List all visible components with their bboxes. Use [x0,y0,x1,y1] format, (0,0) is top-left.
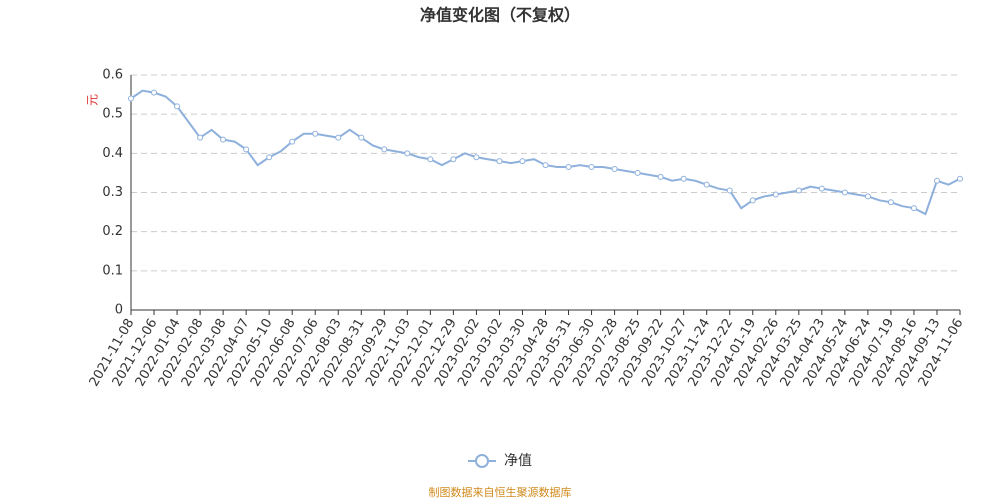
point-marker [427,156,434,163]
source-note: 制图数据来自恒生聚源数据库 [429,485,572,499]
point-marker [450,156,457,163]
point-marker [565,164,572,171]
point-marker [887,199,894,206]
chart-title: 净值变化图（不复权） [420,6,580,25]
point-marker [542,162,549,169]
y-tick-label: 0 [115,303,123,318]
point-marker [910,205,917,212]
point-marker [611,166,618,172]
point-marker [588,164,595,171]
point-marker [128,95,134,102]
point-marker [772,191,779,198]
point-marker [749,197,756,204]
point-marker [358,134,365,141]
point-marker [312,130,319,137]
point-marker [818,185,825,192]
point-marker [519,158,526,165]
y-tick-label: 0.3 [102,185,123,200]
point-marker [473,154,480,161]
point-marker [243,146,250,153]
point-marker [496,158,503,165]
point-marker [174,103,181,110]
point-marker [289,138,296,145]
point-marker [335,134,342,141]
point-marker [795,187,802,194]
legend-marker [475,454,489,468]
line [130,89,961,216]
point-marker [657,173,664,180]
point-marker [404,150,411,157]
point-marker [220,136,227,143]
point-marker [933,177,940,184]
point-marker [726,187,733,194]
point-marker [381,146,388,153]
point-marker [864,193,871,200]
point-marker [197,134,204,141]
y-tick-label: 0.1 [102,263,123,278]
y-tick-label: 0.5 [102,107,123,122]
point-marker [680,175,687,182]
y-axis-label: 元 [86,94,100,106]
point-marker [703,181,710,188]
point-marker [957,175,963,182]
y-tick-label: 0.4 [102,146,123,161]
point-marker [634,169,641,176]
point-marker [151,89,158,96]
point-marker [266,154,273,161]
legend-label: 净值 [504,453,532,469]
y-tick-label: 0.2 [102,224,123,239]
point-marker [841,189,848,196]
y-tick-label: 0.6 [102,68,123,83]
